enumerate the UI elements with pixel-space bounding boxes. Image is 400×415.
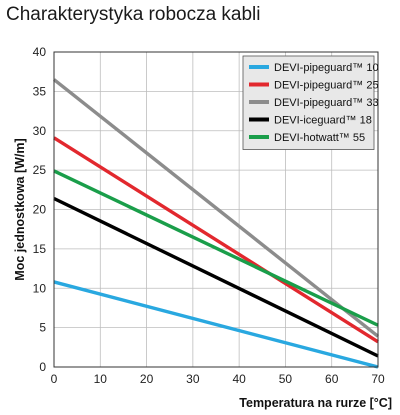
x-tick-label-7: 70: [371, 372, 385, 386]
series-layer: [52, 78, 380, 369]
x-tick-label-0: 0: [51, 372, 58, 386]
y-tick-label-2: 10: [33, 281, 47, 295]
y-tick-label-0: 0: [39, 360, 46, 374]
plot-frame: [53, 51, 379, 368]
legend-label-4: DEVI-hotwatt™ 55: [274, 132, 365, 144]
y-tick-label-7: 35: [33, 84, 47, 98]
y-axis-label: Moc jednostkowa [W/m]: [13, 138, 27, 280]
series-line-1: [53, 136, 379, 344]
legend-label-1: DEVI-pipeguard™ 25: [274, 80, 379, 92]
y-tick-label-5: 25: [33, 163, 47, 177]
y-axis-ticks: 0 5 10 15 20 25 30 35 40: [33, 45, 47, 374]
y-tick-label-8: 40: [33, 45, 47, 59]
series-line-3: [53, 196, 379, 358]
x-axis-label: Temperatura na rurze [°C]: [239, 396, 392, 410]
y-tick-label-3: 15: [33, 242, 47, 256]
y-tick-label-6: 30: [33, 124, 47, 138]
chart-title: Charakterystyka robocza kabli: [6, 4, 261, 25]
x-tick-label-6: 60: [325, 372, 339, 386]
series-line-0: [53, 280, 379, 369]
legend-label-3: DEVI-iceguard™ 18: [274, 115, 372, 127]
y-tick-label-4: 20: [33, 203, 47, 217]
series-line-2: [52, 78, 380, 338]
x-tick-label-1: 10: [94, 372, 108, 386]
x-tick-label-5: 50: [279, 372, 293, 386]
legend-label-2: DEVI-pipeguard™ 33: [274, 97, 379, 109]
x-tick-label-3: 30: [186, 372, 200, 386]
x-axis-ticks: 0 10 20 30 40 50 60 70: [51, 372, 385, 386]
legend: DEVI-pipeguard™ 10 DEVI-pipeguard™ 25 DEVI…: [242, 55, 379, 150]
legend-label-0: DEVI-pipeguard™ 10: [274, 62, 379, 74]
x-tick-label-2: 20: [140, 372, 154, 386]
x-tick-label-4: 40: [232, 372, 246, 386]
y-tick-label-1: 5: [39, 321, 46, 335]
series-line-4: [53, 169, 379, 327]
